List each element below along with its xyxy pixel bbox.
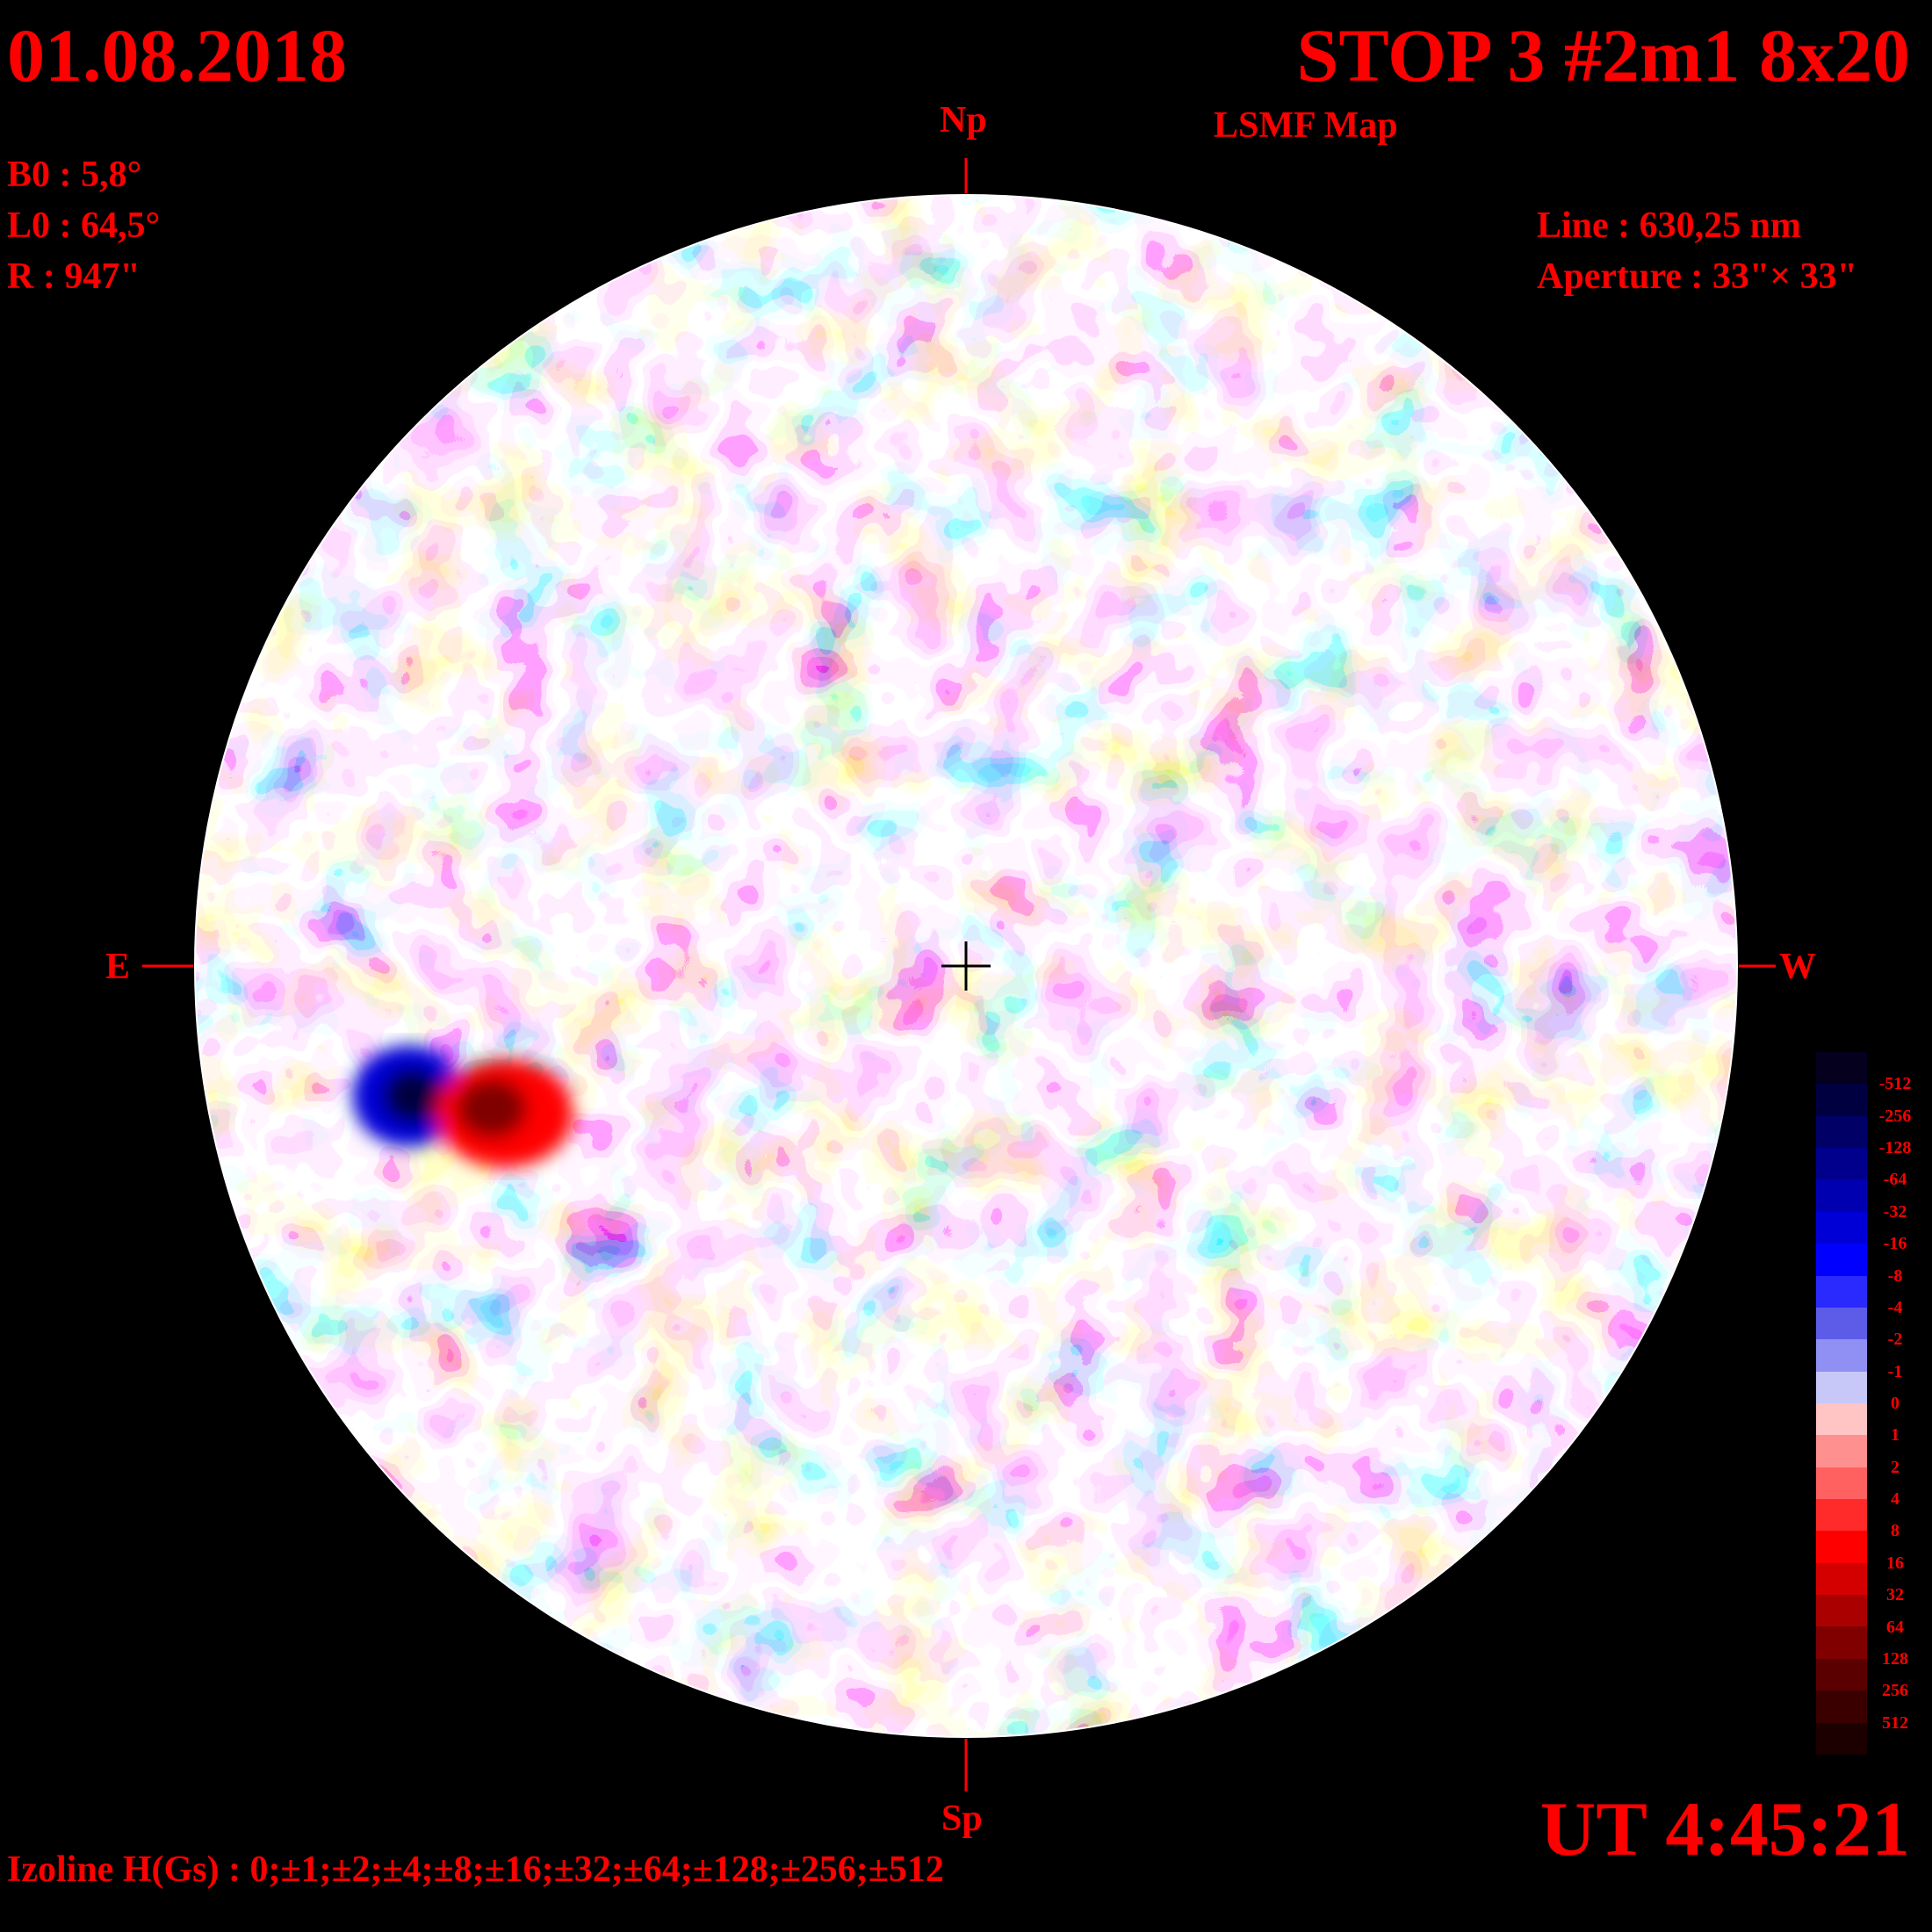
color-scale-label: 256 xyxy=(1882,1681,1908,1701)
west-label: W xyxy=(1779,947,1816,987)
color-scale-segment xyxy=(1816,1722,1867,1755)
color-scale-segment xyxy=(1816,1275,1867,1308)
map-title: STOP 3 #2m1 8x20 xyxy=(1296,13,1910,97)
color-scale-label: -32 xyxy=(1883,1201,1907,1222)
color-scale-label: -512 xyxy=(1878,1074,1912,1094)
color-scale-label: 32 xyxy=(1886,1585,1904,1605)
color-scale-segment xyxy=(1816,1371,1867,1403)
color-scale-segment xyxy=(1816,1211,1867,1244)
color-scale-segment xyxy=(1816,1690,1867,1723)
color-scale-segment xyxy=(1816,1626,1867,1659)
isoline-levels: Izoline H(Gs) : 0;±1;±2;±4;±8;±16;±32;±6… xyxy=(7,1849,944,1890)
color-scale-segment xyxy=(1816,1467,1867,1500)
color-scale-segment xyxy=(1816,1402,1867,1436)
color-scale-label: -8 xyxy=(1887,1265,1903,1286)
color-scale-label: 128 xyxy=(1882,1648,1908,1669)
color-scale-segment xyxy=(1816,1179,1867,1212)
north-pole-label: Np xyxy=(940,100,987,141)
color-scale-label: -2 xyxy=(1887,1330,1903,1350)
color-scale-segment xyxy=(1816,1339,1867,1372)
color-scale-label: 64 xyxy=(1886,1617,1904,1637)
color-scale-label: 512 xyxy=(1882,1712,1908,1733)
active-region xyxy=(352,1045,573,1168)
color-scale-segment xyxy=(1816,1115,1867,1149)
color-scale-segment xyxy=(1816,1307,1867,1340)
color-scale-label: 8 xyxy=(1891,1521,1900,1541)
axis-ticks xyxy=(142,158,1776,1791)
color-scale-segment xyxy=(1816,1148,1867,1180)
color-scale-segment xyxy=(1816,1531,1867,1563)
disk-limb xyxy=(194,194,1738,1738)
color-scale-label: -128 xyxy=(1878,1138,1912,1158)
color-scale-segment xyxy=(1816,1595,1867,1627)
color-scale-label: -64 xyxy=(1883,1170,1907,1190)
color-scale-label: -16 xyxy=(1883,1234,1907,1254)
param-l0: L0 : 64,5° xyxy=(7,205,161,246)
color-scale-segment xyxy=(1816,1658,1867,1691)
center-crosshair xyxy=(941,941,991,991)
observation-time: UT 4:45:21 xyxy=(1539,1787,1910,1872)
south-pole-label: Sp xyxy=(941,1799,983,1839)
color-scale-label: 4 xyxy=(1891,1489,1900,1510)
color-scale-label: 1 xyxy=(1891,1425,1900,1445)
color-scale-label: -4 xyxy=(1887,1297,1903,1317)
color-scale-segment xyxy=(1816,1562,1867,1596)
color-scale-label: 0 xyxy=(1891,1394,1900,1413)
color-scale-segment xyxy=(1816,1435,1867,1467)
color-scale-segment xyxy=(1816,1499,1867,1532)
color-scale-label: 2 xyxy=(1891,1457,1900,1477)
observation-date: 01.08.2018 xyxy=(7,13,347,97)
color-scale-label: 16 xyxy=(1886,1553,1904,1573)
aperture: Aperture : 33"× 33" xyxy=(1537,256,1857,297)
param-radius: R : 947" xyxy=(7,256,141,297)
color-scale-label: -256 xyxy=(1878,1106,1912,1126)
color-scale-segment xyxy=(1816,1244,1867,1276)
color-scale-segment xyxy=(1816,1084,1867,1116)
param-b0: B0 : 5,8° xyxy=(7,155,142,195)
map-subtitle: LSMF Map xyxy=(1214,105,1398,146)
color-scale-bar xyxy=(1816,1052,1867,1755)
spectral-line: Line : 630,25 nm xyxy=(1537,205,1802,246)
color-scale-label: -1 xyxy=(1887,1361,1903,1381)
color-scale-segment xyxy=(1816,1052,1867,1085)
east-label: E xyxy=(105,947,131,987)
